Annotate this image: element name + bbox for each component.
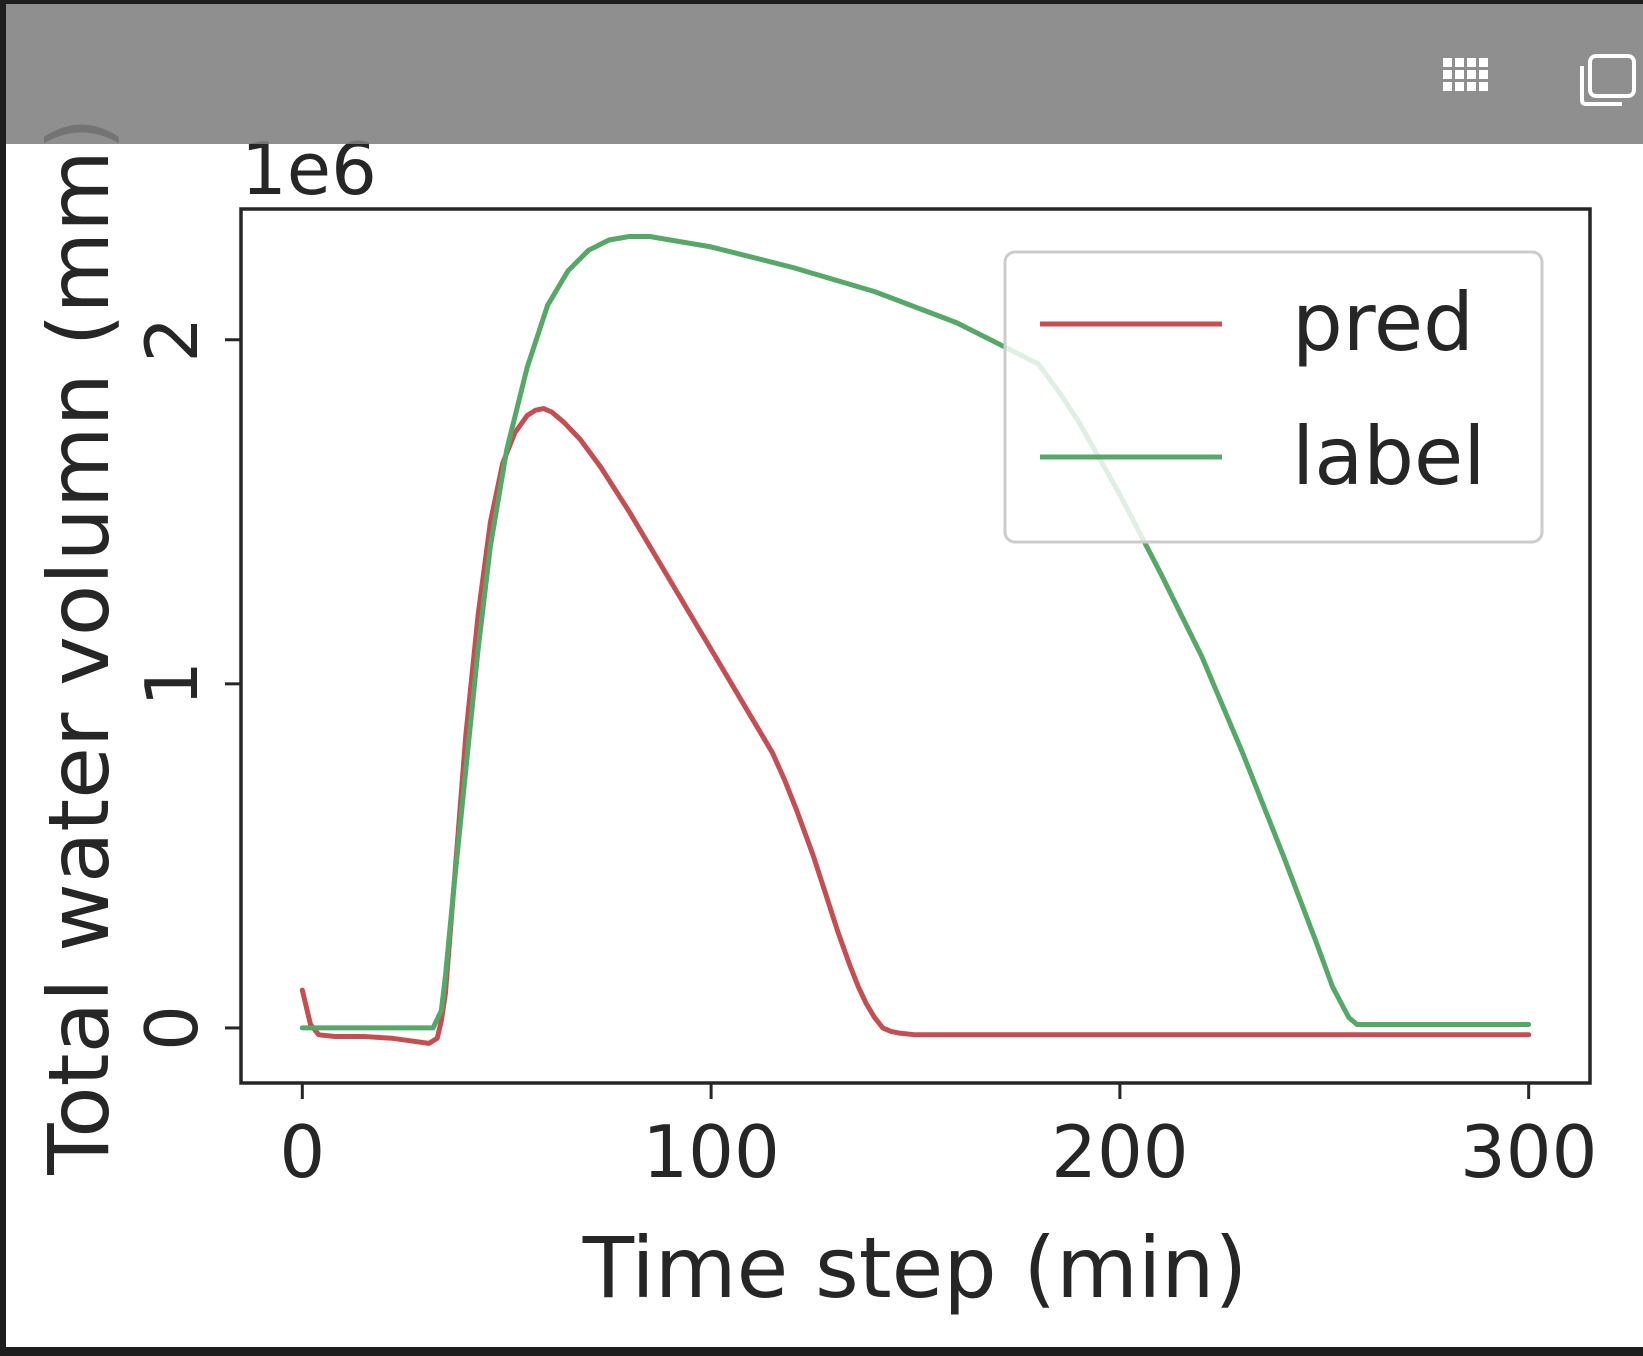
figure-canvas (6, 4, 1643, 1347)
grid-icon (1443, 58, 1488, 91)
series-layer (299, 234, 1532, 1046)
y-tick-label: 1 (130, 661, 214, 707)
x-axis-ticks: 0 100 200 300 (279, 1083, 1597, 1194)
y-tick-label: 2 (130, 317, 214, 363)
legend-label-pred: pred (1292, 276, 1474, 369)
copy-icon (1580, 54, 1636, 106)
plot-area-frame (239, 207, 1592, 1085)
series-line-label (299, 234, 1532, 1031)
figure-toolbar (6, 4, 1643, 144)
legend: pred label (1003, 250, 1544, 544)
copy-button[interactable] (1572, 44, 1636, 114)
legend-label-label: label (1292, 410, 1485, 503)
y-axis-label: Total water volumn (mm) (30, 117, 128, 1176)
y-tick-label: 0 (130, 1005, 214, 1051)
x-axis-label: Time step (min) (582, 1219, 1248, 1317)
series-line-pred (299, 406, 1532, 1046)
x-tick-label: 0 (279, 1110, 325, 1194)
y-axis-ticks: 0 1 2 (130, 317, 241, 1051)
x-tick-label: 300 (1460, 1110, 1597, 1194)
x-tick-label: 100 (642, 1110, 779, 1194)
grid-button[interactable] (1429, 44, 1499, 114)
x-tick-label: 200 (1051, 1110, 1188, 1194)
